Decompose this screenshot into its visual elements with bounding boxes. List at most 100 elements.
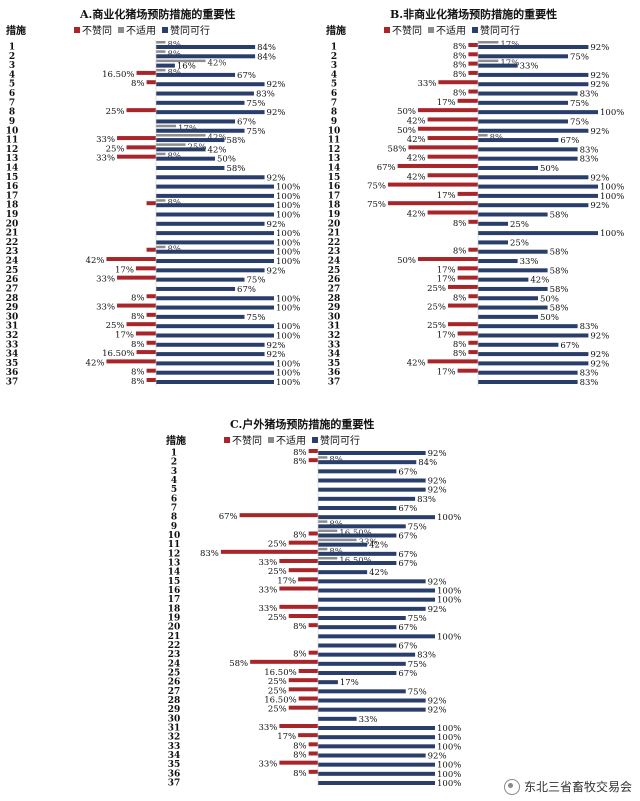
legend-disagree: 不赞同 <box>74 22 112 37</box>
data-label-agree: 42% <box>208 145 227 155</box>
data-label-agree: 67% <box>398 559 417 569</box>
data-label-agree: 75% <box>570 117 589 127</box>
data-label-disagree: 8% <box>293 622 307 632</box>
data-label-agree: 83% <box>580 369 599 379</box>
bar-agree <box>156 128 245 133</box>
data-label-disagree: 8% <box>453 293 467 303</box>
bar-agree <box>156 380 274 384</box>
data-label-disagree: 17% <box>437 191 456 201</box>
data-label-disagree: 25% <box>268 540 287 550</box>
bar-disagree <box>146 340 156 345</box>
bar-na <box>156 134 206 137</box>
data-label-agree: 67% <box>398 532 417 542</box>
data-label-disagree: 33% <box>258 604 277 614</box>
category-label: 23 <box>168 650 181 660</box>
bar-agree <box>156 193 274 198</box>
legend-na: 不适用 <box>268 432 306 447</box>
bar-disagree <box>457 98 478 103</box>
swatch-agree <box>162 26 168 33</box>
legend-agree-label: 赞同可行 <box>480 26 520 37</box>
swatch-na <box>118 26 124 33</box>
category-label: 28 <box>168 696 181 706</box>
data-label-disagree: 8% <box>293 741 307 751</box>
bar-disagree <box>146 247 156 252</box>
data-label-na: 42% <box>208 59 227 69</box>
swatch-agree <box>472 26 478 33</box>
bar-disagree <box>468 43 478 47</box>
bar-agree <box>478 184 598 189</box>
bar-agree <box>156 268 265 273</box>
data-label-agree: 92% <box>590 359 609 369</box>
data-label-disagree: 25% <box>427 321 446 331</box>
bar-agree <box>156 352 265 357</box>
data-label-agree: 100% <box>437 587 461 597</box>
category-label: 35 <box>6 359 19 369</box>
data-label-agree: 92% <box>590 71 609 81</box>
bar-na <box>156 152 166 156</box>
data-label-agree: 67% <box>237 285 256 295</box>
panel-title: A.商业化猪场预防措施的重要性 <box>80 8 236 21</box>
data-label-agree: 100% <box>437 779 461 789</box>
data-label-agree: 100% <box>437 724 461 734</box>
category-label: 29 <box>328 303 341 313</box>
data-label-disagree: 50% <box>397 126 416 136</box>
data-label-disagree: 16.50% <box>264 696 296 706</box>
bar-agree <box>478 314 538 319</box>
legend-agree: 赞同可行 <box>162 22 210 37</box>
bar-disagree <box>427 359 478 364</box>
category-label: 2 <box>331 52 337 62</box>
category-label: 25 <box>328 266 341 276</box>
category-label: 7 <box>331 98 337 108</box>
data-label-agree: 100% <box>276 192 300 202</box>
swatch-agree <box>312 436 318 443</box>
data-label-agree: 100% <box>276 229 300 239</box>
bar-disagree <box>288 705 318 710</box>
legend-na: 不适用 <box>118 22 156 37</box>
data-label-agree: 92% <box>590 43 609 53</box>
category-label: 14 <box>328 163 341 173</box>
data-label-agree: 58% <box>550 211 569 221</box>
data-label-disagree: 17% <box>115 330 134 340</box>
data-label-agree: 67% <box>237 117 256 127</box>
bar-disagree <box>117 303 156 308</box>
data-label-agree: 100% <box>276 257 300 267</box>
bar-disagree <box>146 368 156 373</box>
bar-agree <box>318 561 397 565</box>
data-label-disagree: 8% <box>293 751 307 761</box>
bar-agree <box>478 193 598 198</box>
data-label-agree: 100% <box>276 359 300 369</box>
data-label-disagree: 8% <box>453 42 467 52</box>
data-label-disagree: 17% <box>277 732 296 742</box>
bar-agree <box>318 588 435 593</box>
wechat-icon <box>503 778 520 795</box>
data-label-disagree: 42% <box>407 135 426 145</box>
bar-disagree <box>279 586 318 591</box>
category-label: 11 <box>328 136 341 146</box>
data-label-disagree: 8% <box>293 650 307 660</box>
data-label-disagree: 83% <box>200 549 219 559</box>
bar-disagree <box>298 577 318 582</box>
data-label-disagree: 42% <box>86 358 105 368</box>
bar-disagree <box>146 312 156 317</box>
data-label-agree: 84% <box>257 43 276 53</box>
data-label-disagree: 8% <box>293 448 307 458</box>
data-label-agree: 92% <box>590 350 609 360</box>
data-label-agree: 100% <box>276 378 300 388</box>
category-label: 23 <box>328 247 341 257</box>
data-label-agree: 16% <box>177 62 196 72</box>
data-label-disagree: 33% <box>258 723 277 733</box>
category-label: 2 <box>9 52 15 62</box>
category-label: 30 <box>168 714 181 724</box>
category-label: 13 <box>6 154 19 164</box>
data-label-disagree: 8% <box>453 349 467 359</box>
chart-commercial: 18%84%28%84%342%16%416.50%8%67%58%92%683… <box>6 40 300 388</box>
category-label: 19 <box>168 614 181 624</box>
bar-agree <box>156 361 274 366</box>
bar-agree <box>318 726 435 730</box>
category-label: 6 <box>9 89 15 99</box>
data-label-agree: 83% <box>580 90 599 100</box>
data-label-agree: 42% <box>530 276 549 286</box>
bar-disagree <box>448 303 478 308</box>
category-label: 6 <box>331 89 337 99</box>
bar-agree <box>156 231 274 236</box>
